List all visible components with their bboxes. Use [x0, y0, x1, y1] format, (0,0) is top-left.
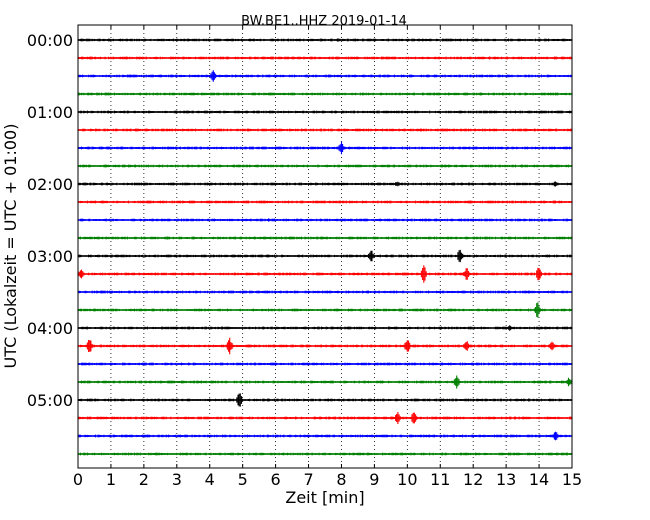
y-tick-label: 00:00 [27, 31, 73, 50]
plot-frame [77, 24, 573, 469]
x-tick-label: 4 [205, 470, 215, 489]
x-tick-label: 6 [271, 470, 281, 489]
x-tick-label: 15 [562, 470, 582, 489]
x-tick-label: 9 [369, 470, 379, 489]
x-tick-label: 0 [73, 470, 83, 489]
chart-title: BW.BE1..HHZ 2019-01-14 [241, 14, 407, 29]
y-tick-label: 04:00 [27, 319, 73, 338]
x-tick-label: 10 [397, 470, 417, 489]
x-tick-label: 3 [172, 470, 182, 489]
grid [110, 25, 540, 468]
y-tick-label: 03:00 [27, 247, 73, 266]
x-tick-label: 13 [496, 470, 516, 489]
x-tick-label: 7 [303, 470, 313, 489]
x-tick-label: 8 [336, 470, 346, 489]
x-tick-label: 5 [238, 470, 248, 489]
traces [77, 38, 573, 456]
y-tick-label: 01:00 [27, 103, 73, 122]
x-tick-label: 2 [139, 470, 149, 489]
x-tick-label: 14 [529, 470, 549, 489]
x-tick-label: 11 [430, 470, 450, 489]
y-axis-label: UTC (Lokalzeit = UTC + 01:00) [1, 124, 20, 369]
y-tick-label: 02:00 [27, 175, 73, 194]
x-axis-label: Zeit [min] [285, 488, 364, 507]
x-tick-label: 1 [106, 470, 116, 489]
y-tick-label: 05:00 [27, 391, 73, 410]
ticks: 0 1 2 3 4 5 6 7 8 9 10 11 12 13 14 1500:0001:0002:0003:… [27, 25, 582, 489]
x-tick-label: 12 [463, 470, 483, 489]
